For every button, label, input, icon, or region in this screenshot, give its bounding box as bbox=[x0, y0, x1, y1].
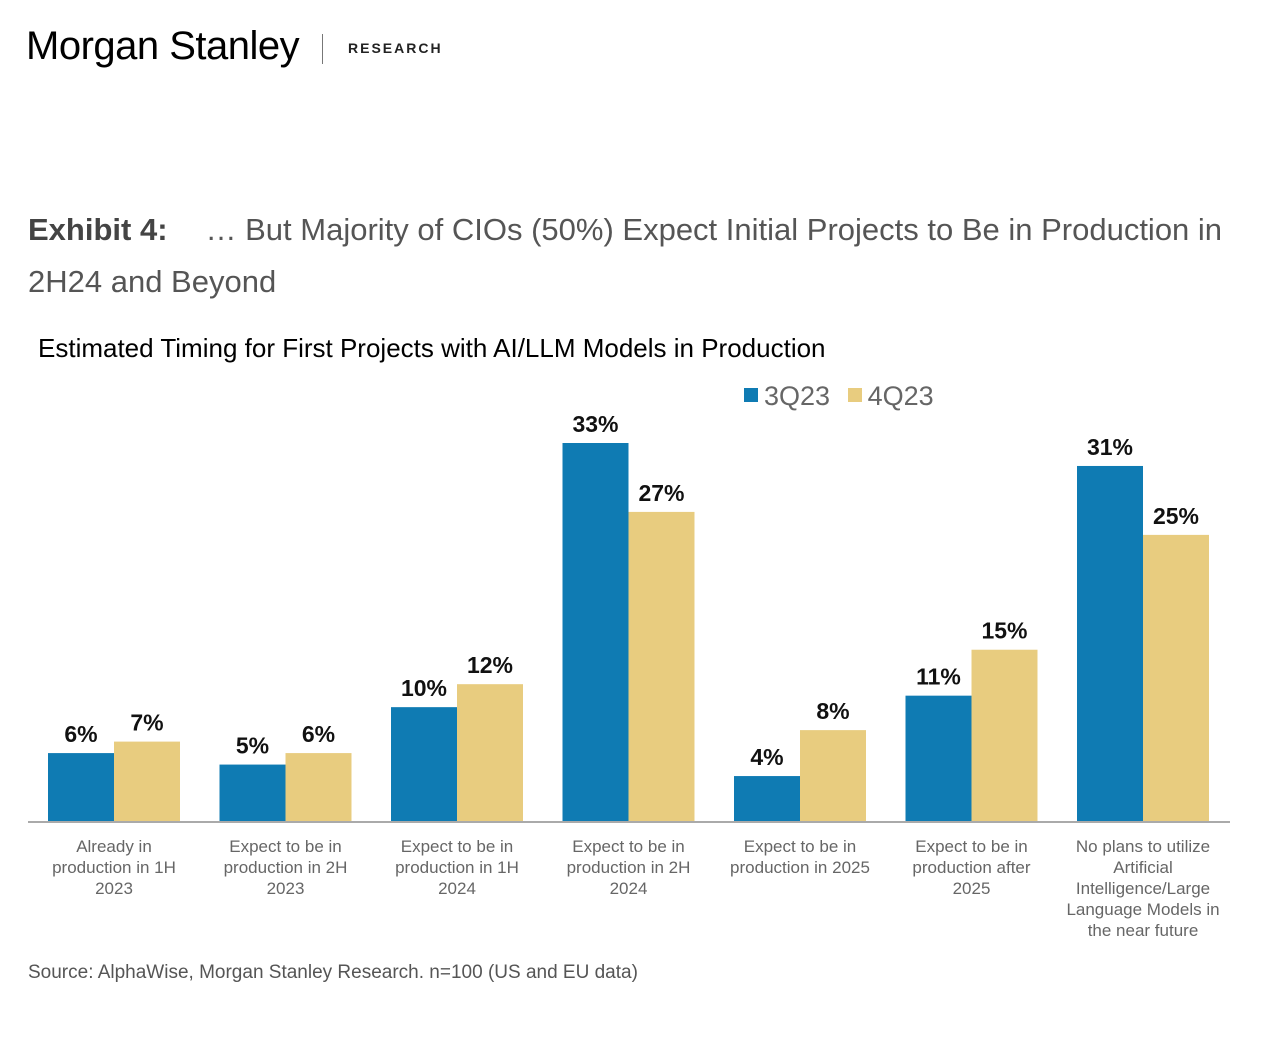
bar-3q23-5 bbox=[905, 695, 972, 822]
data-label-4q23-2: 12% bbox=[467, 652, 513, 678]
category-label-2-line-1: production in 1H bbox=[395, 858, 519, 877]
category-label-0-line-2: 2023 bbox=[95, 879, 133, 898]
exhibit-title: … But Majority of CIOs (50%) Expect Init… bbox=[28, 212, 1223, 299]
data-label-3q23-5: 11% bbox=[916, 664, 961, 690]
bar-4q23-3 bbox=[628, 511, 695, 822]
category-label-3-line-1: production in 2H bbox=[567, 858, 691, 877]
category-label-2-line-0: Expect to be in bbox=[401, 837, 513, 856]
category-label-6-line-0: No plans to utilize bbox=[1076, 837, 1210, 856]
legend-label-4q23: 4Q23 bbox=[867, 381, 934, 411]
category-label-3-line-0: Expect to be in bbox=[572, 837, 684, 856]
chart-title: Estimated Timing for First Projects with… bbox=[38, 333, 826, 363]
bar-3q23-2 bbox=[391, 707, 457, 822]
data-label-4q23-1: 6% bbox=[302, 721, 335, 747]
bar-4q23-1 bbox=[285, 753, 352, 822]
category-label-4-line-0: Expect to be in bbox=[744, 837, 856, 856]
legend-label-3q23: 3Q23 bbox=[764, 381, 831, 411]
bar-4q23-5 bbox=[971, 649, 1038, 822]
legend-item-3q23: 3Q23 bbox=[744, 381, 830, 412]
source-note: Source: AlphaWise, Morgan Stanley Resear… bbox=[28, 962, 638, 983]
category-label-6-line-3: Language Models in bbox=[1066, 900, 1219, 919]
category-label-1-line-1: production in 2H bbox=[224, 858, 348, 877]
category-label-1-line-0: Expect to be in bbox=[229, 837, 341, 856]
bar-3q23-6 bbox=[1077, 465, 1143, 822]
bar-3q23-1 bbox=[219, 764, 286, 822]
category-label-5-line-2: 2025 bbox=[953, 879, 991, 898]
bar-4q23-4 bbox=[800, 730, 866, 822]
data-label-3q23-4: 4% bbox=[750, 744, 783, 770]
bar-3q23-4 bbox=[734, 776, 800, 822]
category-label-0-line-0: Already in bbox=[76, 837, 152, 856]
bar-4q23-2 bbox=[457, 684, 523, 822]
category-label-2-line-2: 2024 bbox=[438, 879, 476, 898]
bar-4q23-6 bbox=[1143, 534, 1209, 822]
brand-logo: Morgan Stanley bbox=[26, 24, 300, 68]
chart-legend: 3Q23 4Q23 bbox=[744, 381, 944, 412]
bar-3q23-0 bbox=[48, 753, 114, 822]
data-label-4q23-6: 25% bbox=[1153, 503, 1199, 529]
category-label-4-line-1: production in 2025 bbox=[730, 858, 870, 877]
category-label-6-line-1: Artificial bbox=[1113, 858, 1173, 877]
bar-3q23-3 bbox=[562, 443, 629, 822]
data-label-4q23-3: 27% bbox=[638, 480, 684, 506]
header-divider bbox=[322, 34, 323, 64]
legend-swatch-4q23 bbox=[847, 388, 862, 402]
category-label-6-line-4: the near future bbox=[1088, 921, 1199, 940]
data-label-4q23-4: 8% bbox=[816, 698, 849, 724]
data-label-3q23-3: 33% bbox=[572, 411, 618, 437]
section-label: RESEARCH bbox=[348, 40, 443, 56]
exhibit-label: Exhibit 4: bbox=[28, 212, 168, 247]
category-label-1-line-2: 2023 bbox=[267, 879, 305, 898]
bar-chart: 6% 7% Already in production in 1H 2023 5% 6% Ex… bbox=[28, 411, 1230, 940]
data-label-3q23-0: 6% bbox=[64, 721, 97, 747]
category-label-3-line-2: 2024 bbox=[610, 879, 648, 898]
category-label-5-line-1: production after bbox=[912, 858, 1030, 877]
legend-swatch-3q23 bbox=[744, 388, 758, 402]
exhibit-heading: Exhibit 4:… But Majority of CIOs (50%) E… bbox=[28, 204, 1243, 308]
data-label-3q23-1: 5% bbox=[236, 733, 269, 759]
bar-4q23-0 bbox=[114, 741, 180, 822]
category-label-0-line-1: production in 1H bbox=[52, 858, 176, 877]
category-label-6-line-2: Intelligence/Large bbox=[1076, 879, 1210, 898]
legend-item-4q23: 4Q23 bbox=[847, 381, 934, 412]
data-label-4q23-5: 15% bbox=[981, 618, 1027, 644]
data-label-3q23-2: 10% bbox=[401, 675, 447, 701]
data-label-3q23-6: 31% bbox=[1087, 434, 1133, 460]
category-label-5-line-0: Expect to be in bbox=[915, 837, 1027, 856]
data-label-4q23-0: 7% bbox=[130, 710, 163, 736]
